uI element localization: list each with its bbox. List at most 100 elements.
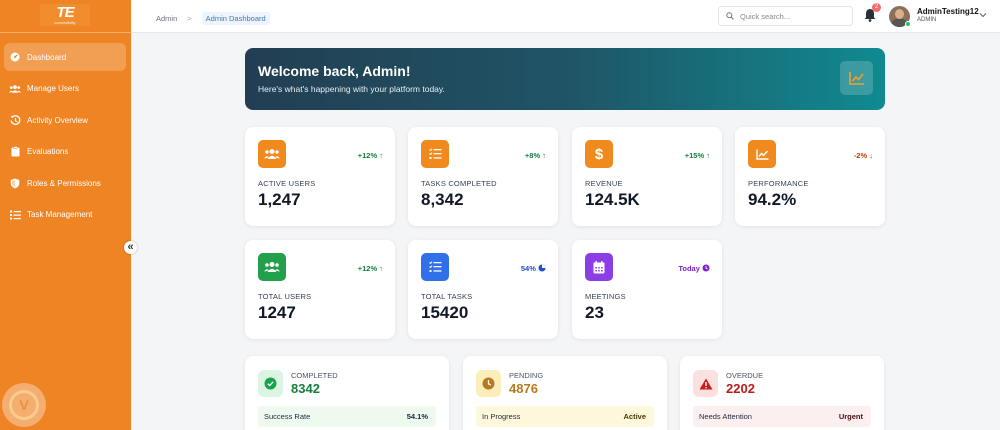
user-name[interactable]: AdminTesting12 [917,7,979,16]
avatar[interactable] [889,6,910,27]
sidebar-item-roles-permissions[interactable]: Roles & Permissions [4,169,126,197]
stat-value: 15420 [421,303,469,322]
stat-label: TOTAL USERS [258,292,312,301]
status-label: PENDING [509,371,544,380]
stat-card-performance[interactable]: -2% ↓ PERFORMANCE 94.2% [735,127,885,226]
logo-text: TE [56,3,74,21]
status-card-overdue[interactable]: OVERDUE 2202 Needs Attention Urgent [680,356,884,430]
stat-label: TASKS COMPLETED [421,179,497,188]
user-role: ADMIN [917,17,937,23]
sidebar-item-label: Manage Users [27,84,80,94]
status-bar-label: Needs Attention [699,412,752,421]
sidebar-item-label: Task Management [27,210,93,220]
search-input[interactable] [740,11,850,21]
status-value: 4876 [509,381,538,396]
status-label: COMPLETED [291,371,338,380]
sidebar-divider [0,32,131,33]
search-icon [726,7,734,25]
stat-label: REVENUE [585,179,623,188]
status-card-pending[interactable]: PENDING 4876 In Progress Active [463,356,667,430]
gauge-icon [9,51,21,63]
welcome-title: Welcome back, Admin! [258,63,411,79]
tasks-icon [421,253,449,281]
stat-card-active-users[interactable]: +12% ↑ ACTIVE USERS 1,247 [245,127,395,226]
watermark-logo: V [2,383,46,427]
stat-value: 1,247 [258,190,301,209]
status-bar-value: 54.1% [406,412,428,421]
sidebar-item-label: Evaluations [27,147,69,157]
sidebar-item-label: Dashboard [27,52,67,62]
sidebar-item-manage-users[interactable]: Manage Users [4,75,126,103]
trend-indicator: Today [678,264,710,273]
sidebar: TE connectivity Dashboard Manage Users A… [0,0,131,430]
welcome-banner: Welcome back, Admin! Here's what's happe… [245,48,885,110]
welcome-subtitle: Here's what's happening with your platfo… [258,84,445,94]
stat-value: 1247 [258,303,296,322]
status-card-completed[interactable]: COMPLETED 8342 Success Rate 54.1% [245,356,449,430]
stat-label: PERFORMANCE [748,179,809,188]
stat-value: 8,342 [421,190,464,209]
needs-attention-bar: Needs Attention Urgent [693,406,871,427]
status-bar-value: Urgent [838,412,863,421]
in-progress-bar: In Progress Active [476,406,654,427]
stat-label: MEETINGS [585,292,626,301]
clipboard-icon [9,146,21,158]
users-icon [258,140,286,168]
breadcrumb-separator: > [187,14,192,23]
top-header: Admin > Admin Dashboard 2 AdminTesting12… [131,0,1000,33]
trend-indicator: +12% ↑ [357,264,383,273]
sidebar-item-label: Activity Overview [27,115,88,125]
users-icon [258,253,286,281]
stat-card-tasks-completed[interactable]: +8% ↑ TASKS COMPLETED 8,342 [408,127,558,226]
logo-subtext: connectivity [54,19,76,25]
dollar-icon: $ [585,140,613,168]
sidebar-item-dashboard[interactable]: Dashboard [4,43,126,71]
trend-indicator: 54% [521,264,546,273]
sidebar-item-label: Roles & Permissions [27,178,101,188]
status-bar-label: Success Rate [264,412,311,421]
calendar-icon [585,253,613,281]
quick-search[interactable] [718,6,853,26]
success-rate-bar: Success Rate 54.1% [258,406,436,427]
stat-card-revenue[interactable]: $ +15% ↑ REVENUE 124.5K [572,127,722,226]
stat-card-total-users[interactable]: +12% ↑ TOTAL USERS 1247 [245,240,395,339]
notification-bell-icon[interactable] [864,8,878,24]
status-value: 2202 [726,381,755,396]
breadcrumb-item-admin[interactable]: Admin [156,14,178,23]
trend-indicator: -2% ↓ [853,151,873,160]
chevron-down-icon[interactable] [979,11,987,20]
trend-indicator: +12% ↑ [357,151,383,160]
stat-label: ACTIVE USERS [258,179,316,188]
status-bar-label: In Progress [482,412,521,421]
pie-chart-icon [538,264,546,272]
trend-indicator: +8% ↑ [524,151,546,160]
trend-indicator: +15% ↑ [684,151,710,160]
sidebar-collapse-button[interactable]: « [124,241,137,254]
sidebar-item-task-management[interactable]: Task Management [4,201,126,229]
check-icon [258,370,283,397]
clock-icon [476,370,501,397]
sidebar-item-evaluations[interactable]: Evaluations [4,138,126,166]
stat-value: 23 [585,303,604,322]
sidebar-item-activity-overview[interactable]: Activity Overview [4,106,126,134]
tasks-icon [421,140,449,168]
chart-line-icon [840,61,873,95]
brand-logo[interactable]: TE connectivity [40,4,90,26]
stat-label: TOTAL TASKS [421,292,473,301]
clock-icon [702,264,710,272]
stat-card-total-tasks[interactable]: 54% TOTAL TASKS 15420 [408,240,558,339]
history-icon [9,114,21,126]
notification-count-badge: 2 [872,3,881,12]
status-value: 8342 [291,381,320,396]
stat-value: 94.2% [748,190,797,209]
shield-icon [9,177,21,189]
online-status-dot [905,21,911,27]
breadcrumb: Admin > Admin Dashboard [156,12,270,25]
chart-icon [748,140,776,168]
breadcrumb-item-current: Admin Dashboard [201,12,270,25]
status-bar-value: Active [623,412,646,421]
users-icon [9,83,21,95]
list-icon [9,209,21,221]
stat-card-meetings[interactable]: Today MEETINGS 23 [572,240,722,339]
status-label: OVERDUE [726,371,764,380]
